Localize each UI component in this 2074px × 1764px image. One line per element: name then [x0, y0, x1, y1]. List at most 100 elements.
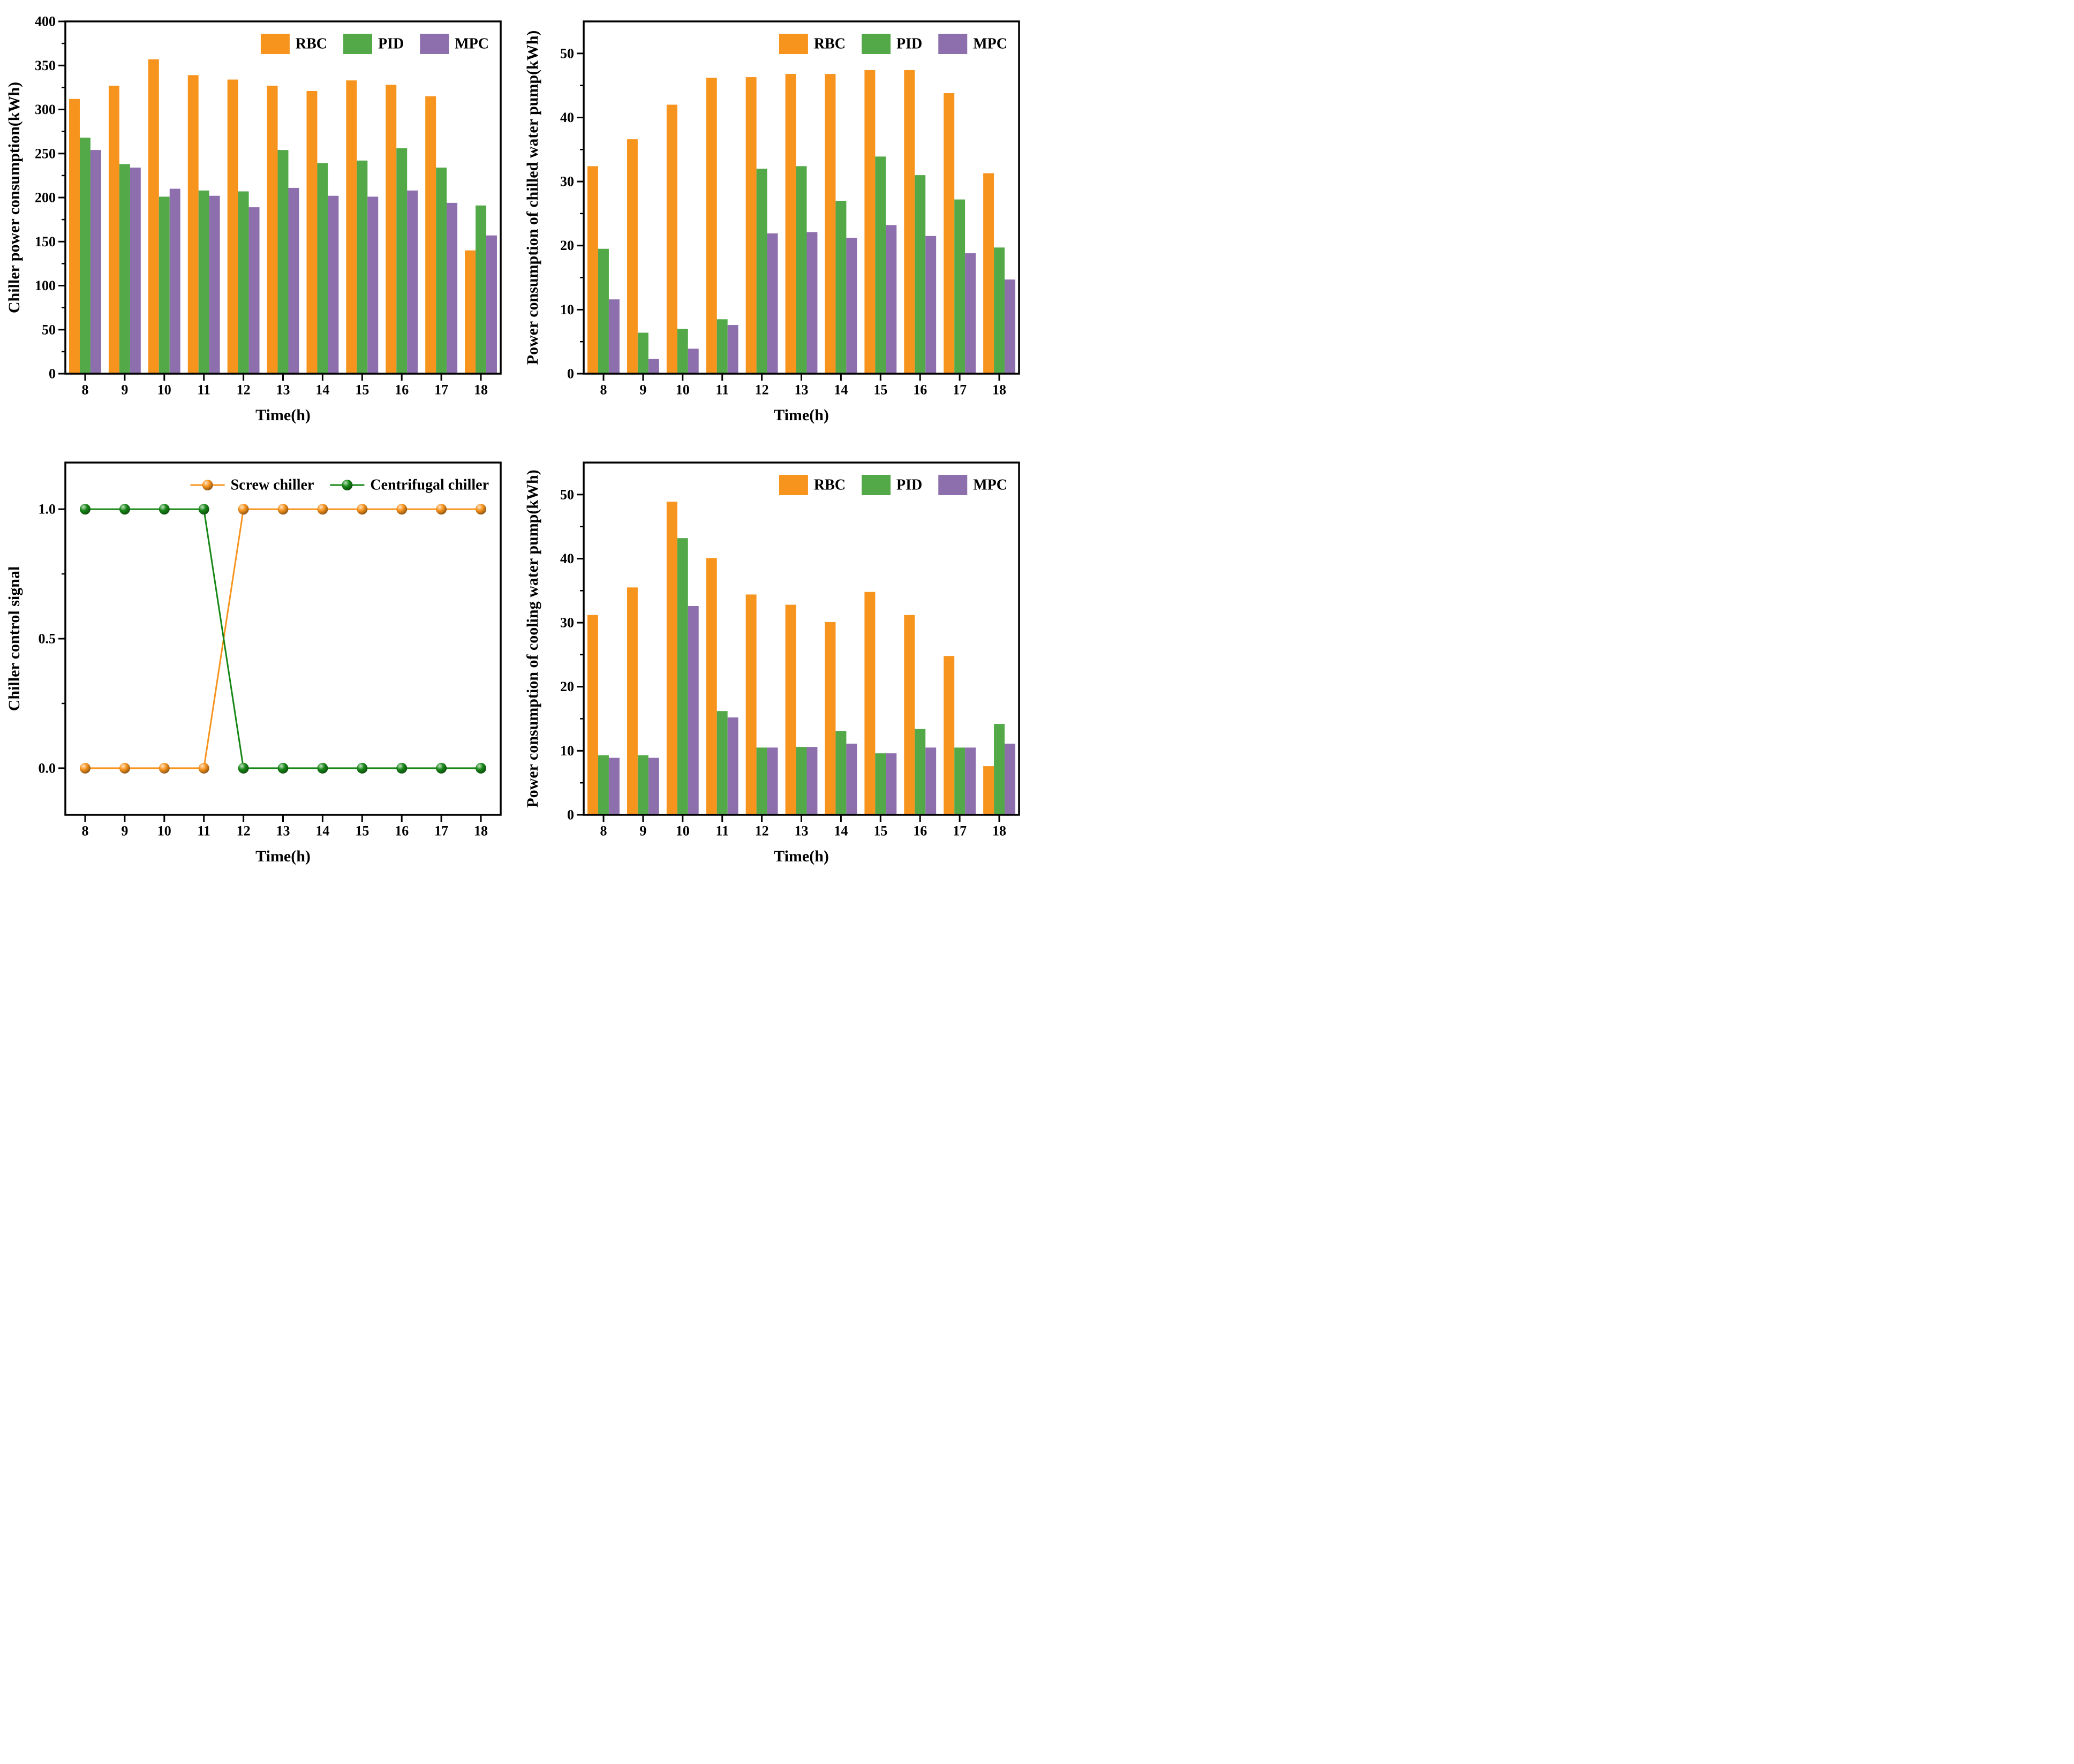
bar [965, 253, 976, 374]
bar [317, 163, 328, 374]
bar [79, 138, 90, 374]
series-markers [80, 504, 486, 774]
plot-area [587, 70, 1015, 374]
y-axis-title: Power consumption of cooling water pump(… [524, 470, 541, 807]
bar [886, 225, 897, 374]
bar [785, 604, 796, 815]
marker [317, 504, 328, 515]
bar [367, 196, 379, 374]
bar [756, 169, 767, 374]
y-tick-label: 150 [35, 234, 56, 249]
bar [677, 538, 688, 815]
x-tick-label: 14 [834, 823, 848, 838]
x-tick-label: 10 [157, 823, 171, 838]
x-tick-label: 12 [755, 382, 769, 397]
bar [806, 232, 818, 374]
x-tick-label: 13 [795, 823, 809, 838]
legend-item: MPC [938, 34, 1007, 54]
x-tick-label: 13 [276, 382, 290, 397]
x-tick-label: 9 [121, 382, 128, 397]
marker [238, 762, 249, 774]
x-tick-label: 8 [600, 823, 607, 838]
axes-ticks [577, 52, 1000, 381]
legend-label: RBC [814, 36, 846, 52]
bar [587, 166, 598, 374]
bar [108, 86, 119, 374]
y-axis-title: Chiller control signal [5, 566, 23, 711]
axes-ticks [577, 494, 1000, 822]
legend-marker [342, 480, 353, 490]
bar [965, 747, 976, 815]
bar [806, 747, 818, 815]
legend-item: RBC [260, 34, 327, 54]
bar [447, 202, 458, 374]
marker [159, 504, 170, 515]
chart-chiller-control-signal: 0.0 0.5 1.0 8 9 10 11 12 13 14 15 16 17 18 Time(h) Chil… [0, 441, 518, 882]
bar [666, 104, 677, 374]
marker [476, 504, 486, 515]
bar [627, 139, 638, 374]
legend-label: PID [896, 36, 922, 52]
marker [476, 762, 486, 774]
bar [677, 329, 688, 374]
bar [637, 332, 648, 374]
bar [436, 168, 447, 374]
x-tick-label: 16 [395, 823, 409, 838]
x-tick-label: 17 [434, 823, 448, 838]
y-tick-label: 250 [35, 146, 56, 161]
bar [328, 195, 339, 374]
x-tick-label: 15 [355, 382, 369, 397]
bar [688, 349, 699, 374]
x-tick-label: 10 [676, 823, 690, 838]
bar [886, 753, 897, 815]
figure-grid: 0 50 100 150 200 250 300 350 400 8 9 10 11 12 13 14 15 16… [0, 0, 1037, 882]
y-tick-label: 10 [560, 302, 574, 317]
bar [835, 731, 847, 815]
series-mpc [90, 150, 497, 374]
y-tick-label: 30 [560, 174, 574, 190]
legend-item: RBC [779, 475, 846, 495]
legend-swatch [343, 34, 373, 54]
x-tick-label: 14 [834, 382, 848, 397]
bar [717, 319, 728, 374]
marker [277, 504, 289, 515]
x-axis-title: Time(h) [774, 847, 829, 865]
bar [904, 615, 915, 815]
x-tick-label: 15 [355, 823, 369, 838]
legend-label: RBC [296, 36, 327, 52]
x-tick-label: 11 [197, 823, 210, 838]
bar [994, 724, 1005, 815]
y-tick-label: 100 [35, 278, 56, 293]
bar [598, 248, 609, 374]
series-rbc [587, 70, 994, 374]
x-tick-label: 17 [953, 823, 967, 838]
chiller-control-signal-chart-svg: 0.0 0.5 1.0 8 9 10 11 12 13 14 15 16 17 18 Time(h) Chil… [5, 461, 502, 865]
marker [159, 762, 170, 774]
bar [745, 77, 757, 374]
legend-label: RBC [814, 477, 846, 494]
bar [396, 148, 408, 374]
y-tick-label: 0.5 [39, 631, 56, 647]
bar [756, 747, 767, 815]
bar [637, 755, 648, 815]
legend: Screw chiller Centrifugal chiller [190, 477, 489, 494]
x-tick-label: 15 [873, 382, 887, 397]
x-tick-label: 17 [434, 382, 448, 397]
marker [80, 504, 90, 515]
bar [346, 80, 357, 374]
bar [238, 191, 249, 374]
bar [227, 79, 238, 374]
bar [915, 175, 926, 374]
plot-area [587, 501, 1015, 815]
x-tick-label: 12 [237, 823, 251, 838]
bar [835, 200, 847, 374]
x-tick-label: 16 [913, 382, 927, 397]
bar [130, 168, 141, 374]
bar [944, 656, 955, 815]
bar [796, 747, 807, 815]
y-tick-label: 0 [567, 366, 574, 382]
bar [598, 755, 609, 815]
bar [277, 150, 289, 374]
bar [983, 173, 994, 374]
bar [994, 247, 1005, 374]
